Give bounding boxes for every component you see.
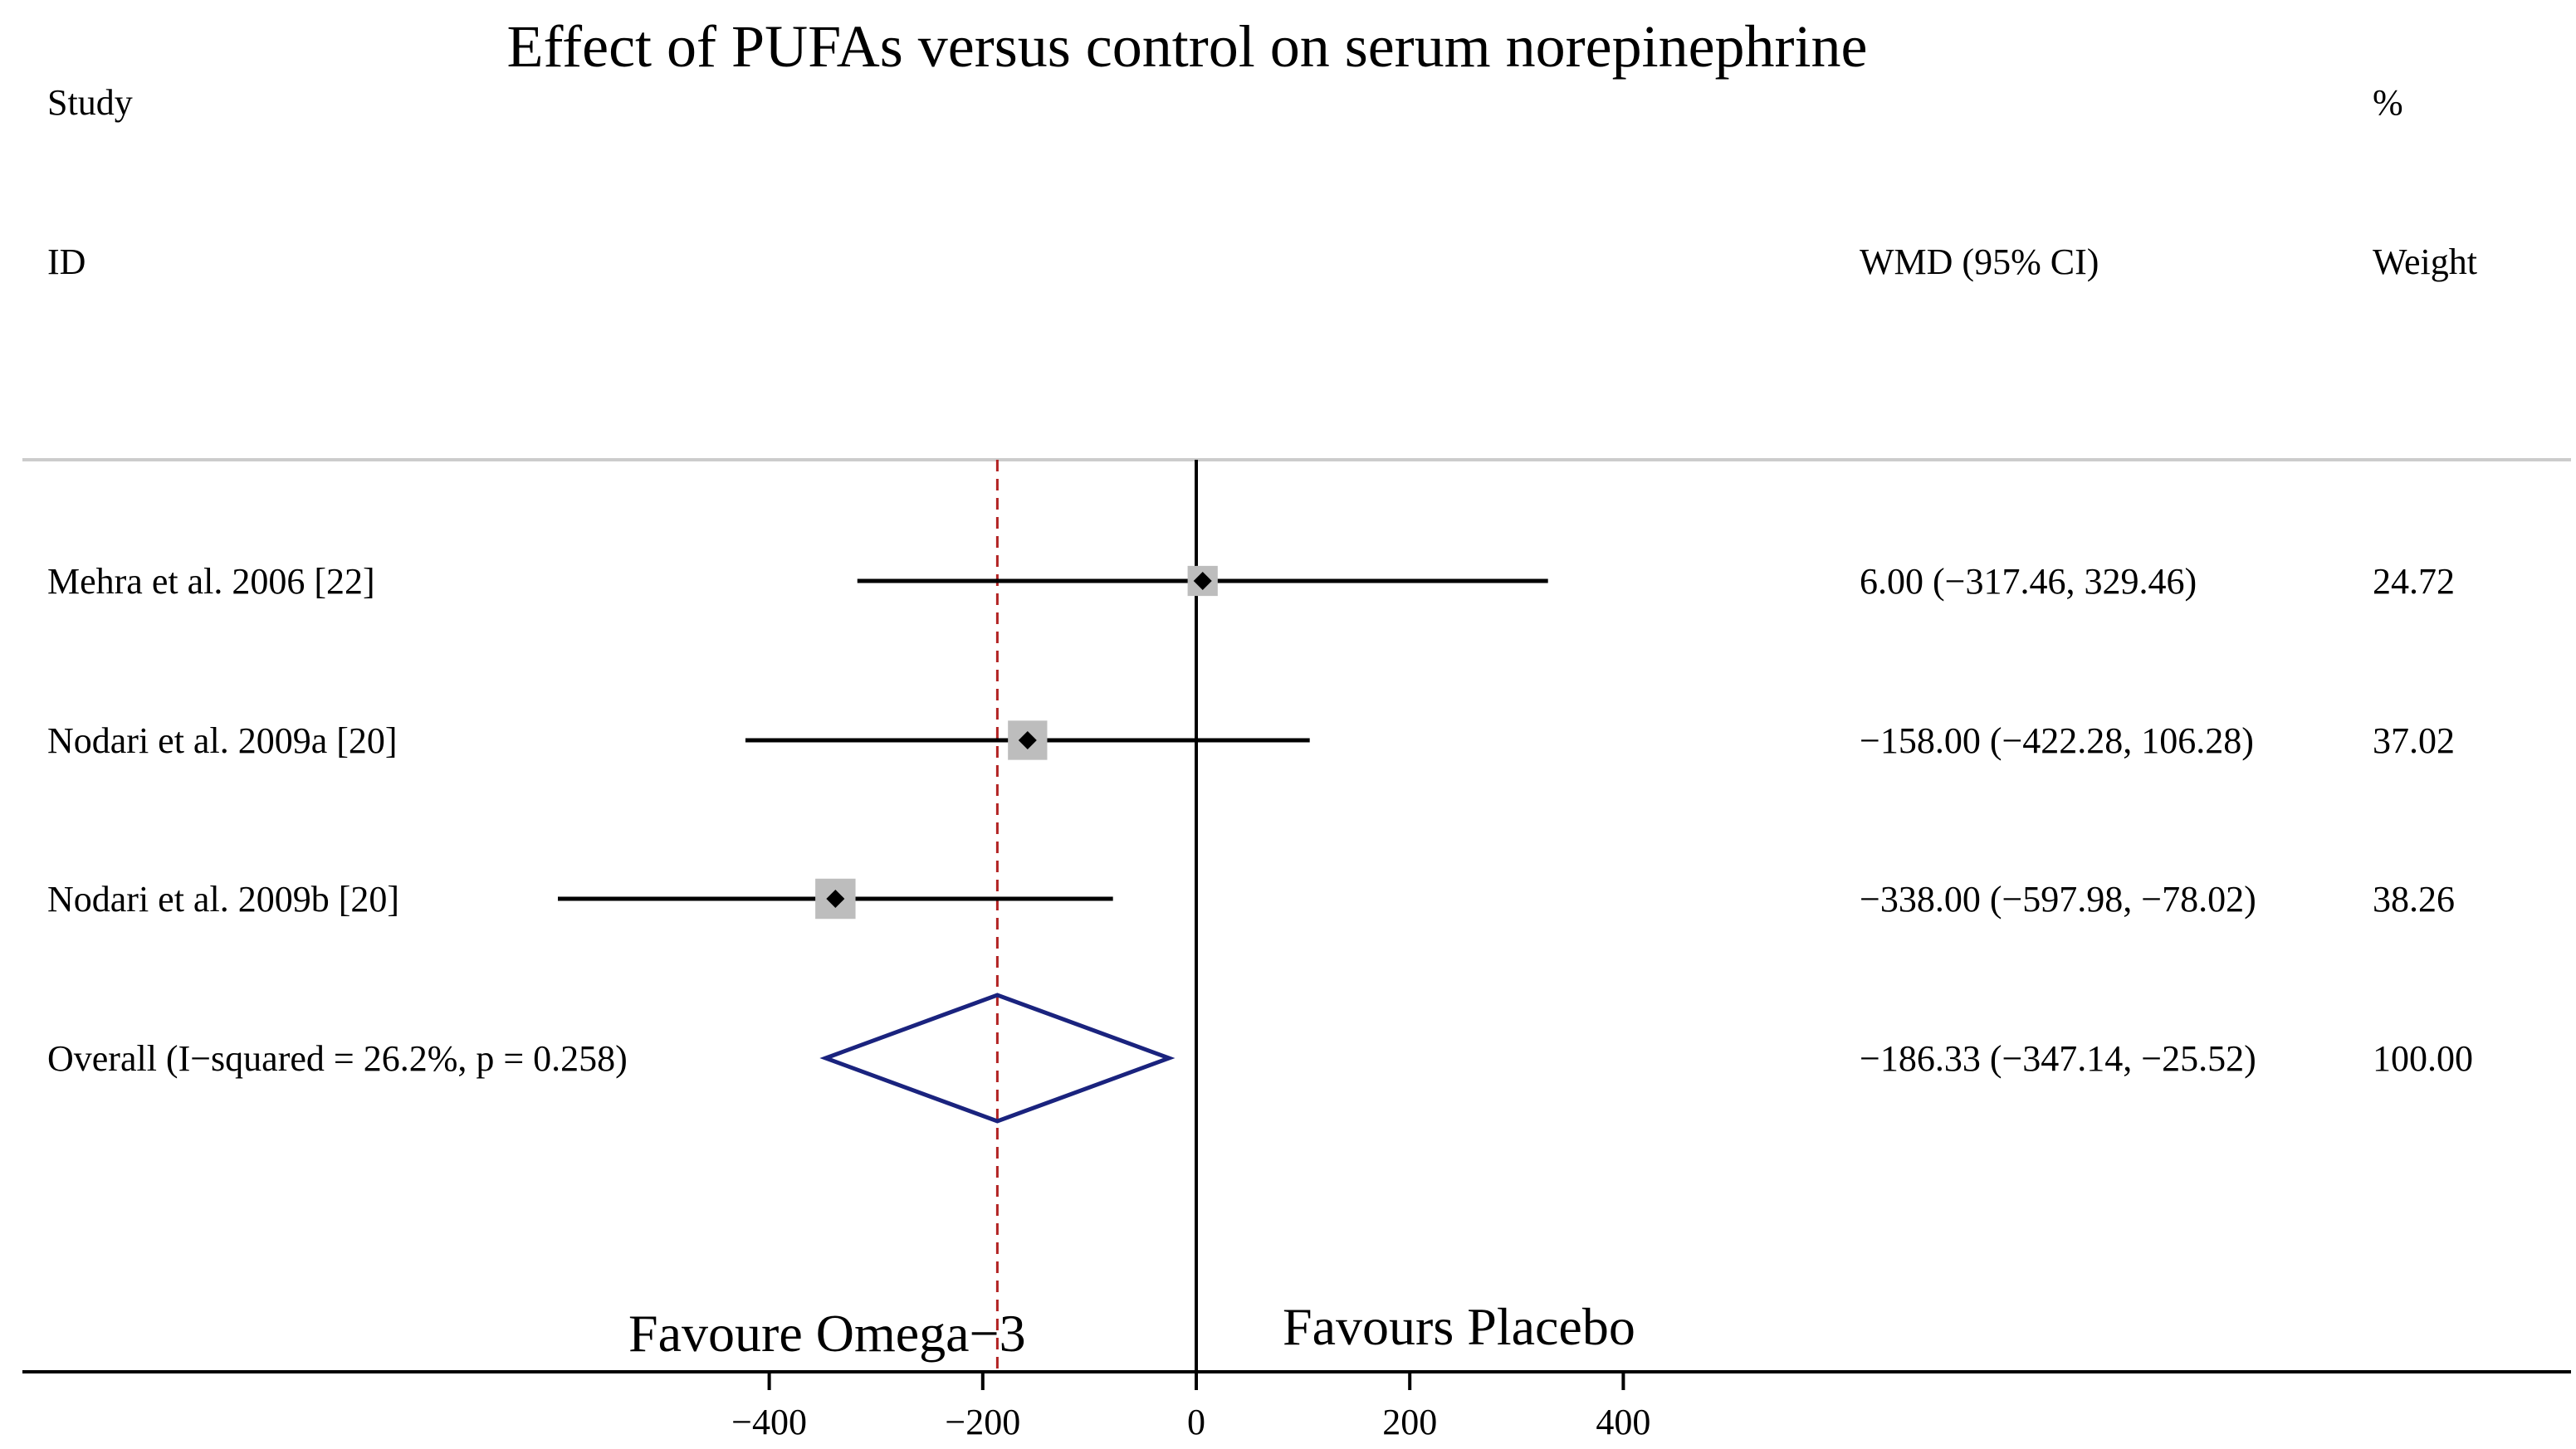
overall-diamond [819, 993, 1176, 1124]
header-effect: WMD (95% CI) [1860, 242, 2099, 282]
x-tick-label: −400 [731, 1402, 807, 1442]
overall-label: Overall (I−squared = 26.2%, p = 0.258) [47, 1038, 628, 1079]
x-tick-label: 400 [1596, 1402, 1650, 1442]
study-point-estimate [826, 890, 845, 908]
x-tick-label: 0 [1187, 1402, 1205, 1442]
header-study: Study [47, 82, 133, 123]
x-tick-label: 200 [1382, 1402, 1437, 1442]
header-percent: % [2373, 82, 2403, 123]
study-effect-text: −158.00 (−422.28, 106.28) [1860, 720, 2254, 761]
chart-title: Effect of PUFAs versus control on serum … [507, 13, 1868, 80]
study-weight-text: 37.02 [2373, 720, 2455, 761]
study-label: Nodari et al. 2009b [20] [47, 879, 399, 920]
study-weight-text: 38.26 [2373, 879, 2455, 920]
x-tick-label: −200 [945, 1402, 1020, 1442]
study-point-estimate [1018, 731, 1037, 749]
plot-marks: Mehra et al. 2006 [22] 6.00 (−317.46, 329… [47, 460, 2473, 1372]
x-axis-ticks: −400 −200 0 200 400 [731, 1372, 1650, 1442]
study-label: Mehra et al. 2006 [22] [47, 561, 375, 602]
study-point-estimate [1193, 572, 1212, 590]
overall-effect-text: −186.33 (−347.14, −25.52) [1860, 1038, 2256, 1079]
study-effect-text: 6.00 (−317.46, 329.46) [1860, 561, 2197, 602]
overall-weight-text: 100.00 [2373, 1038, 2473, 1079]
study-weight-text: 24.72 [2373, 561, 2455, 602]
favours-left-label: Favoure Omega−3 [628, 1304, 1026, 1363]
header-weight: Weight [2373, 242, 2477, 282]
header-id: ID [47, 242, 86, 282]
favours-right-label: Favours Placebo [1283, 1297, 1635, 1356]
study-effect-text: −338.00 (−597.98, −78.02) [1860, 879, 2256, 920]
study-label: Nodari et al. 2009a [20] [47, 720, 398, 761]
